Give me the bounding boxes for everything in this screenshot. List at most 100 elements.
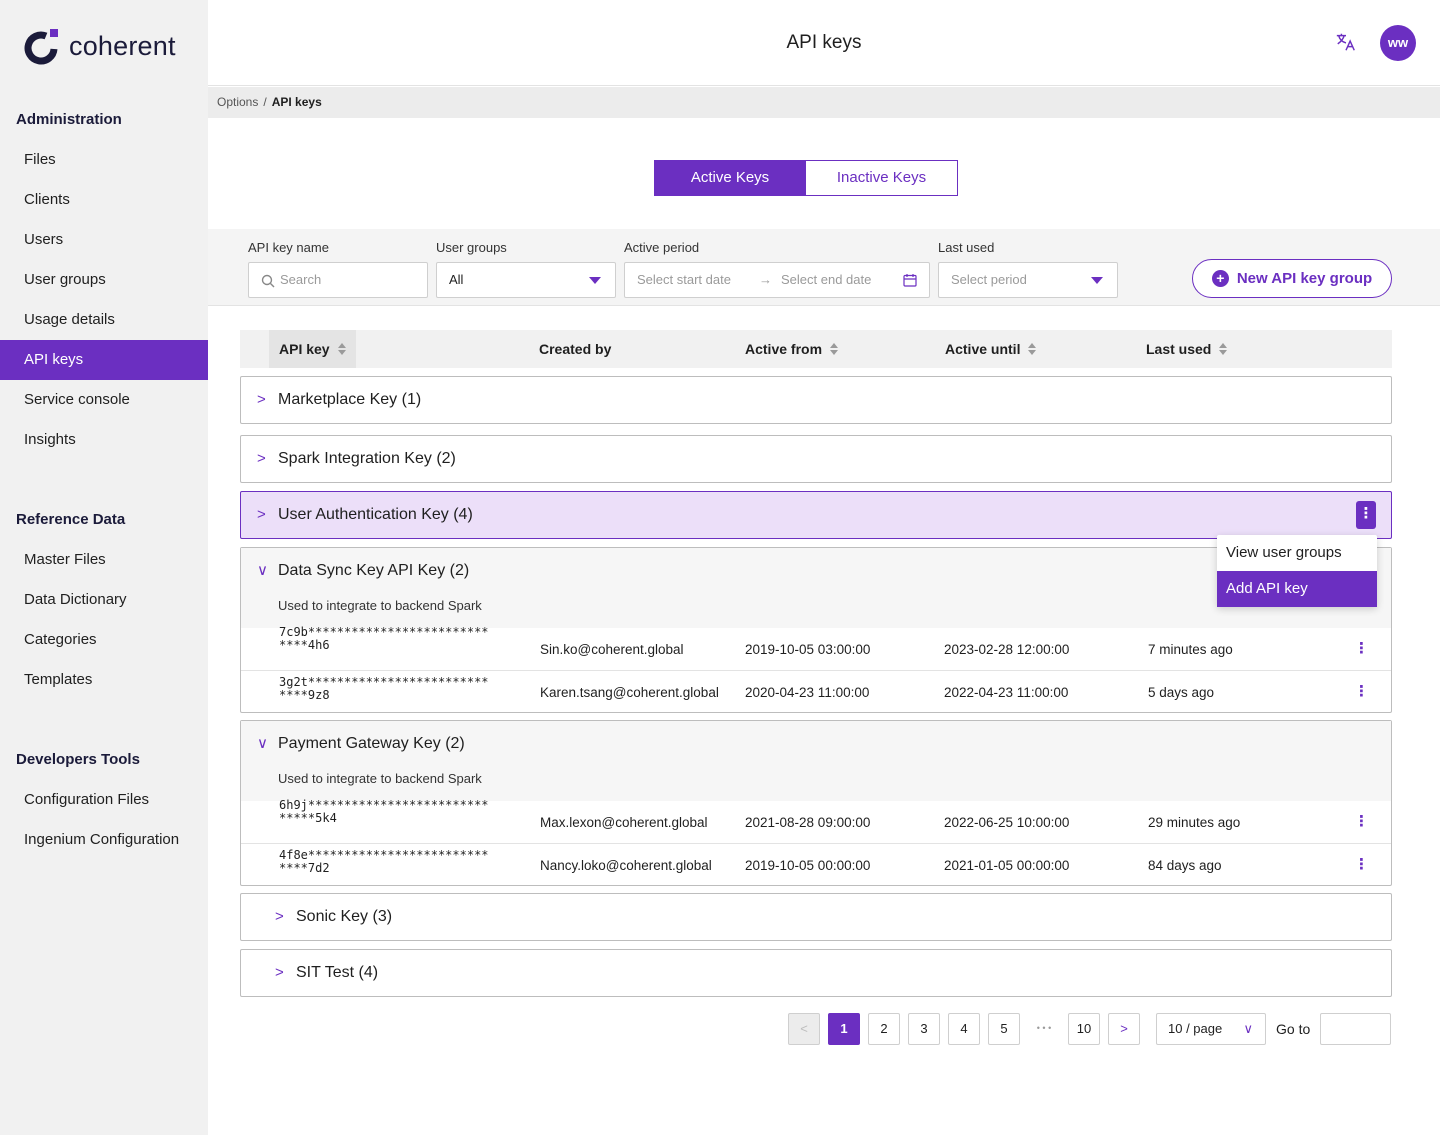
page-size-select[interactable]: 10 / page ∨ xyxy=(1156,1013,1266,1045)
last-used-cell: 84 days ago xyxy=(1148,857,1222,873)
sort-icon xyxy=(830,342,839,356)
active-until-cell: 2023-02-28 12:00:00 xyxy=(944,641,1070,657)
created-by-cell: Karen.tsang@coherent.global xyxy=(540,684,719,700)
row-more-icon[interactable]: ⋮ xyxy=(1354,856,1369,873)
prev-page-button[interactable]: < xyxy=(788,1013,820,1045)
last-used-select[interactable]: Select period xyxy=(938,262,1118,298)
pagination: < 1 2 3 4 5 • • • 10 > 10 / page ∨ Go to xyxy=(0,1013,1440,1045)
tab-active-keys[interactable]: Active Keys xyxy=(654,160,806,196)
sidebar-item-templates[interactable]: Templates xyxy=(24,671,93,688)
tab-inactive-keys[interactable]: Inactive Keys xyxy=(806,160,958,196)
breadcrumb-current: API keys xyxy=(271,95,322,109)
breadcrumb-parent[interactable]: Options xyxy=(217,95,259,109)
page-ellipsis[interactable]: • • • xyxy=(1036,1023,1052,1033)
key-group-name: User Authentication Key (4) xyxy=(278,506,473,523)
created-by-cell: Nancy.loko@coherent.global xyxy=(540,857,712,873)
api-key-name-label: API key name xyxy=(248,240,329,255)
page-4-button[interactable]: 4 xyxy=(948,1013,980,1045)
nav-section-developers-tools: Developers Tools xyxy=(16,751,140,768)
table-row: 3g2t*****************************9z8 Kar… xyxy=(241,670,1391,712)
page-title: API keys xyxy=(786,32,862,53)
sidebar-item-users[interactable]: Users xyxy=(24,231,64,248)
sidebar-item-user-groups[interactable]: User groups xyxy=(24,271,106,288)
active-period-label: Active period xyxy=(624,240,700,255)
search-icon xyxy=(261,274,275,288)
column-last-used[interactable]: Last used xyxy=(1146,330,1228,368)
column-active-until[interactable]: Active until xyxy=(945,330,1037,368)
translate-icon[interactable] xyxy=(1335,31,1357,53)
api-key-value: 4f8e*****************************7d2 xyxy=(279,848,489,875)
chevron-right-icon: > xyxy=(257,391,266,408)
key-status-toggle: Active Keys Inactive Keys xyxy=(654,160,958,196)
key-group[interactable]: > Sonic Key (3) xyxy=(240,893,1392,941)
key-group-name: SIT Test (4) xyxy=(296,964,379,981)
page-5-button[interactable]: 5 xyxy=(988,1013,1020,1045)
last-used-cell: 7 minutes ago xyxy=(1148,641,1233,657)
row-more-icon[interactable]: ⋮ xyxy=(1354,640,1369,657)
sidebar-item-configuration-files[interactable]: Configuration Files xyxy=(24,791,150,808)
next-page-button[interactable]: > xyxy=(1108,1013,1140,1045)
column-active-from-label: Active from xyxy=(745,341,823,357)
page-10-button[interactable]: 10 xyxy=(1068,1013,1100,1045)
sidebar-item-files[interactable]: Files xyxy=(24,151,56,168)
caret-down-icon xyxy=(1091,277,1103,284)
user-groups-value: All xyxy=(449,272,464,287)
created-by-cell: Sin.ko@coherent.global xyxy=(540,641,684,657)
column-api-key[interactable]: API key xyxy=(269,330,356,368)
new-api-key-group-button[interactable]: + New API key group xyxy=(1192,259,1392,298)
page-3-button[interactable]: 3 xyxy=(908,1013,940,1045)
key-group[interactable]: > Spark Integration Key (2) xyxy=(240,435,1392,483)
key-group[interactable]: > Marketplace Key (1) xyxy=(240,376,1392,424)
last-used-cell: 5 days ago xyxy=(1148,684,1215,700)
api-key-value: 6h9j******************************5k4 xyxy=(279,798,489,825)
user-groups-select[interactable]: All xyxy=(436,262,616,298)
sidebar-item-clients[interactable]: Clients xyxy=(24,191,70,208)
table-row: 6h9j******************************5k4 Ma… xyxy=(241,798,1391,843)
key-group-description: Used to integrate to backend Spark xyxy=(241,594,1391,628)
page-size-value: 10 / page xyxy=(1168,1021,1223,1036)
key-group-expanded[interactable]: ∨ Payment Gateway Key (2) Used to integra… xyxy=(240,720,1392,886)
filter-bar: API key name Search User groups All Acti… xyxy=(208,229,1440,306)
active-from-cell: 2021-08-28 09:00:00 xyxy=(745,814,871,830)
created-by-cell: Max.lexon@coherent.global xyxy=(540,814,708,830)
more-options-button[interactable]: ⋮ xyxy=(1356,501,1376,529)
sidebar-item-ingenium-configuration[interactable]: Ingenium Configuration xyxy=(24,831,180,848)
sidebar-item-api-keys[interactable]: API keys xyxy=(0,340,208,380)
goto-page-input[interactable] xyxy=(1320,1013,1391,1045)
active-from-cell: 2019-10-05 03:00:00 xyxy=(745,641,871,657)
active-period-range-picker[interactable]: Select start date → Select end date xyxy=(624,262,930,298)
sidebar: coherent Administration Files Clients Us… xyxy=(0,0,208,1135)
page-1-button[interactable]: 1 xyxy=(828,1013,860,1045)
key-group-expanded[interactable]: ∨ Data Sync Key API Key (2) Used to integ… xyxy=(240,547,1392,713)
user-groups-label: User groups xyxy=(436,240,507,255)
start-date-placeholder[interactable]: Select start date xyxy=(637,272,731,287)
page-2-button[interactable]: 2 xyxy=(868,1013,900,1045)
column-last-used-label: Last used xyxy=(1146,341,1212,357)
key-group[interactable]: > SIT Test (4) xyxy=(240,949,1392,997)
active-from-cell: 2020-04-23 11:00:00 xyxy=(745,684,870,700)
sidebar-item-usage-details[interactable]: Usage details xyxy=(24,311,115,328)
menu-item-view-user-groups[interactable]: View user groups xyxy=(1226,544,1342,561)
chevron-right-icon: > xyxy=(257,450,266,467)
sidebar-item-master-files[interactable]: Master Files xyxy=(24,551,106,568)
row-more-icon[interactable]: ⋮ xyxy=(1354,813,1369,830)
goto-label: Go to xyxy=(1276,1021,1311,1037)
api-key-search-input[interactable]: Search xyxy=(248,262,428,298)
sidebar-item-categories[interactable]: Categories xyxy=(24,631,97,648)
sidebar-item-data-dictionary[interactable]: Data Dictionary xyxy=(24,591,127,608)
end-date-placeholder[interactable]: Select end date xyxy=(781,272,872,287)
sidebar-item-insights[interactable]: Insights xyxy=(24,431,76,448)
coherent-logo[interactable]: coherent xyxy=(24,27,176,65)
brand-name: coherent xyxy=(69,30,176,61)
sidebar-item-service-console[interactable]: Service console xyxy=(24,391,130,408)
active-from-cell: 2019-10-05 00:00:00 xyxy=(745,857,871,873)
chevron-down-icon: ∨ xyxy=(257,735,268,752)
caret-down-icon xyxy=(589,277,601,284)
key-group-highlighted[interactable]: > User Authentication Key (4) ⋮ xyxy=(240,491,1392,539)
row-more-icon[interactable]: ⋮ xyxy=(1354,683,1369,700)
chevron-right-icon: > xyxy=(275,908,284,925)
avatar[interactable]: ww xyxy=(1380,25,1416,61)
breadcrumb: Options / API keys xyxy=(208,87,1440,118)
column-active-from[interactable]: Active from xyxy=(745,330,839,368)
menu-item-add-api-key[interactable]: Add API key xyxy=(1217,571,1377,607)
